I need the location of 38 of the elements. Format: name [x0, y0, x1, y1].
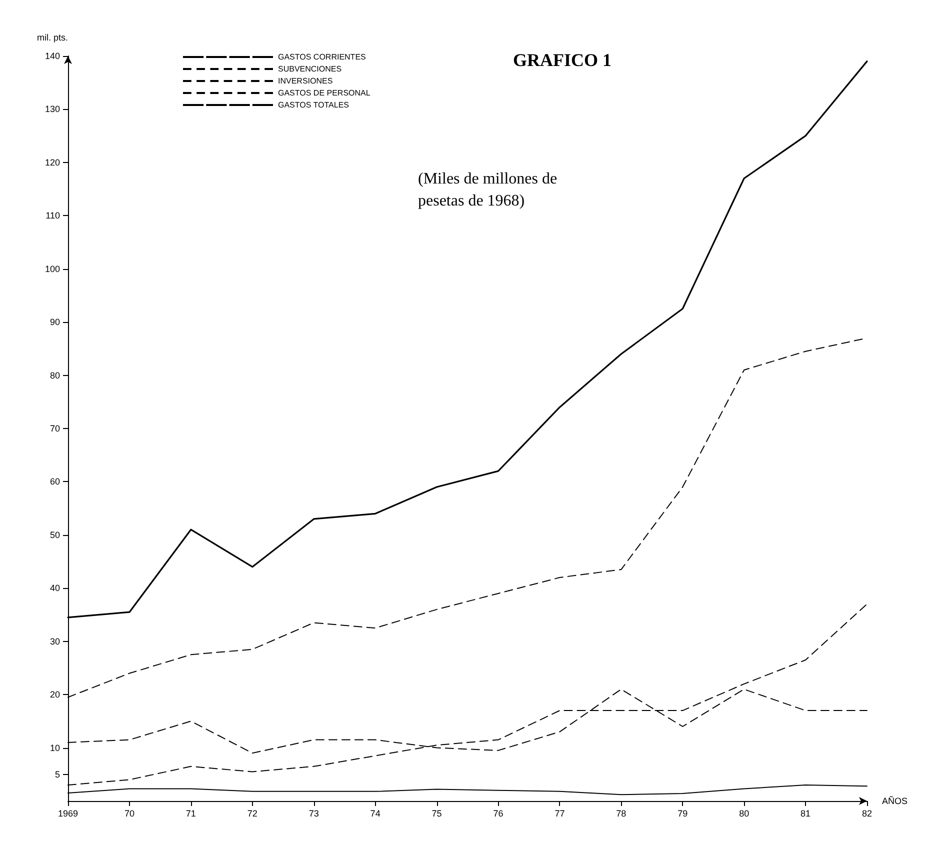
y-tick-label: 140	[44, 51, 60, 61]
x-tick-label: 82	[862, 808, 872, 818]
chart-title: GRAFICO 1	[513, 50, 612, 70]
y-tick-label: 80	[50, 370, 60, 380]
y-tick-label: 100	[44, 264, 60, 274]
x-axis-title: AÑOS	[882, 796, 908, 806]
x-tick-label: 77	[554, 808, 565, 818]
x-tick-label: 81	[800, 808, 811, 818]
y-tick-label: 50	[50, 530, 60, 540]
x-tick-label: 70	[124, 808, 134, 818]
y-tick-label: 60	[50, 476, 60, 487]
x-tick-label: 78	[616, 808, 626, 818]
x-tick-label: 73	[308, 808, 319, 818]
y-tick-label: 30	[50, 636, 60, 646]
x-tick-label: 1969	[58, 808, 78, 818]
y-tick-label: 20	[50, 690, 60, 700]
x-tick-label: 79	[678, 808, 688, 818]
x-tick-label: 80	[739, 808, 750, 818]
y-tick-label: 120	[44, 157, 60, 168]
legend-label: INVERSIONES	[278, 76, 333, 86]
legend-label: GASTOS CORRIENTES	[278, 52, 366, 62]
x-tick-label: 72	[247, 808, 258, 818]
legend-label: SUBVENCIONES	[278, 64, 342, 74]
x-tick-label: 74	[370, 808, 380, 818]
y-tick-label: 40	[50, 583, 60, 594]
y-tick-label: 5	[54, 769, 60, 780]
x-tick-label: 76	[493, 808, 504, 818]
annotation: (Miles de millones de pesetas de 1968)	[418, 170, 558, 210]
legend-label: GASTOS DE PERSONAL	[278, 88, 371, 98]
legend-label: GASTOS TOTALES	[278, 100, 349, 110]
y-tick-label: 110	[46, 210, 60, 221]
y-axis-title: mil. pts.	[36, 32, 68, 42]
y-tick-label: 70	[50, 424, 60, 434]
x-tick-label: 75	[432, 808, 442, 818]
y-tick-label: 90	[50, 317, 60, 328]
x-tick-label: 71	[186, 808, 196, 818]
y-tick-label: 10	[50, 742, 60, 753]
y-tick-label: 130	[44, 104, 60, 114]
